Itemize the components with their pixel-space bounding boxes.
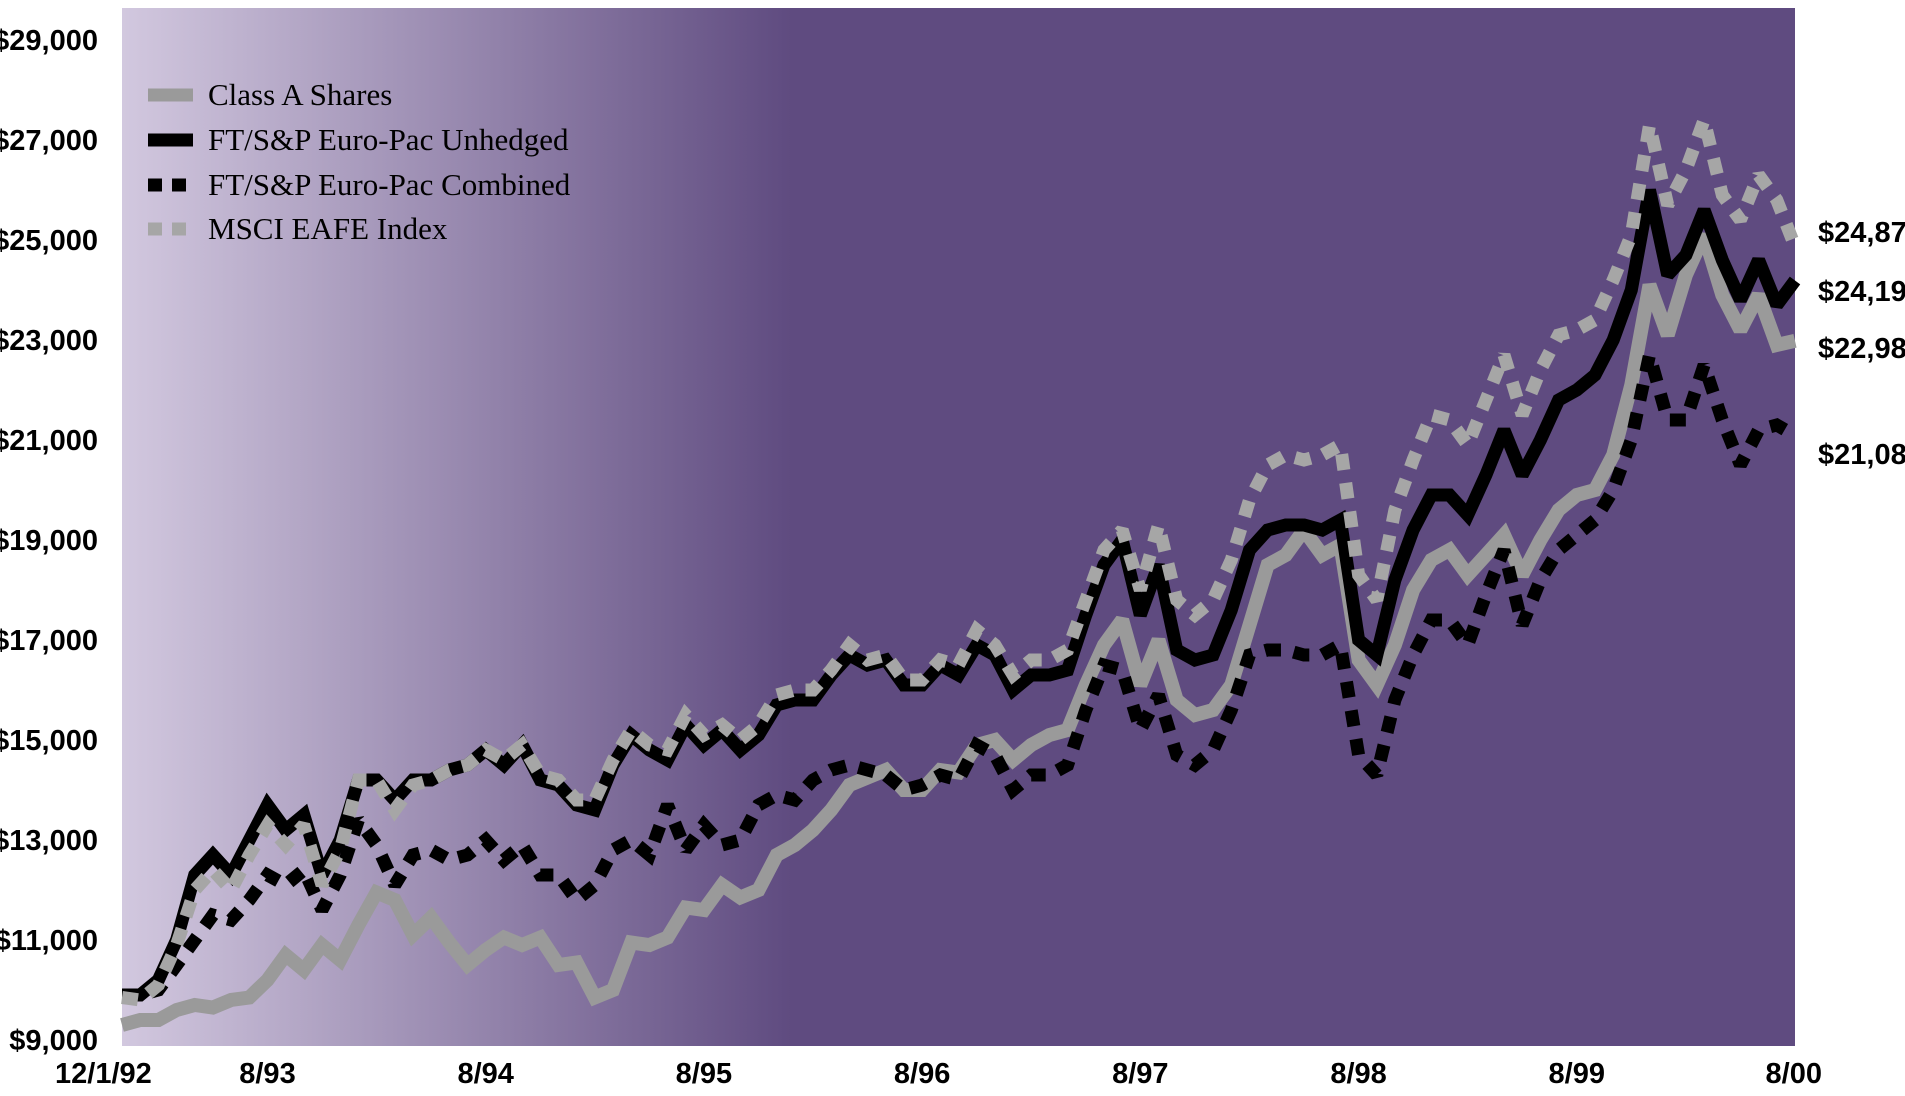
series-line-ft-sp-euro-pac-combined (122, 353, 1799, 1002)
legend-label-ft-sp-euro-pac-unhedged: FT/S&P Euro-Pac Unhedged (208, 122, 569, 157)
y-tick-label: $27,000 (0, 125, 98, 157)
x-tick-label: 8/00 (1766, 1058, 1822, 1090)
x-tick-label: 8/94 (457, 1058, 513, 1090)
plot-area-background (122, 8, 1795, 1046)
y-tick-label: $11,000 (0, 925, 98, 957)
legend: Class A Shares FT/S&P Euro-Pac Unhedged FT… (148, 77, 571, 246)
y-tick-label: $17,000 (0, 625, 98, 657)
series-line-ft-sp-euro-pac-unhedged (122, 188, 1801, 1002)
y-tick-label: $15,000 (0, 725, 98, 757)
y-tick-label: $21,000 (0, 425, 98, 457)
x-tick-label: 8/99 (1549, 1058, 1605, 1090)
x-tick-label: 8/98 (1330, 1058, 1386, 1090)
end-value-labels: $22,984 $24,190 $21,089 $24,873 (1818, 217, 1905, 471)
end-value-label-ft-sp-euro-pac-unhedged: $24,190 (1818, 276, 1905, 308)
end-value-label-class-a-shares: $22,984 (1818, 333, 1905, 365)
x-tick-label: 8/97 (1112, 1058, 1168, 1090)
y-tick-label: $25,000 (0, 225, 98, 257)
x-tick-label: 12/1/92 (55, 1058, 152, 1090)
x-tick-label: 8/93 (239, 1058, 295, 1090)
end-value-label-msci-eafe-index: $24,873 (1818, 217, 1905, 249)
y-tick-label: $29,000 (0, 25, 98, 57)
end-value-label-ft-sp-euro-pac-combined: $21,089 (1818, 439, 1905, 471)
y-tick-label: $9,000 (9, 1025, 98, 1057)
x-tick-label: 8/95 (676, 1058, 732, 1090)
y-tick-label: $23,000 (0, 325, 98, 357)
x-tick-label: 8/96 (894, 1058, 950, 1090)
legend-label-class-a-shares: Class A Shares (208, 77, 392, 112)
series-line-msci-eafe-index (121, 117, 1802, 1007)
y-axis-tick-labels: $29,000 $27,000 $25,000 $23,000 $21,000 $19,0… (0, 25, 98, 1057)
x-axis-tick-labels: 12/1/92 8/93 8/94 8/95 8/96 8/97 8/98 8/99 8/00 (55, 1058, 1822, 1090)
y-tick-label: $13,000 (0, 825, 98, 857)
series-lines (120, 117, 1802, 1032)
legend-label-ft-sp-euro-pac-combined: FT/S&P Euro-Pac Combined (208, 167, 571, 202)
legend-label-msci-eafe-index: MSCI EAFE Index (208, 211, 448, 246)
y-tick-label: $19,000 (0, 525, 98, 557)
